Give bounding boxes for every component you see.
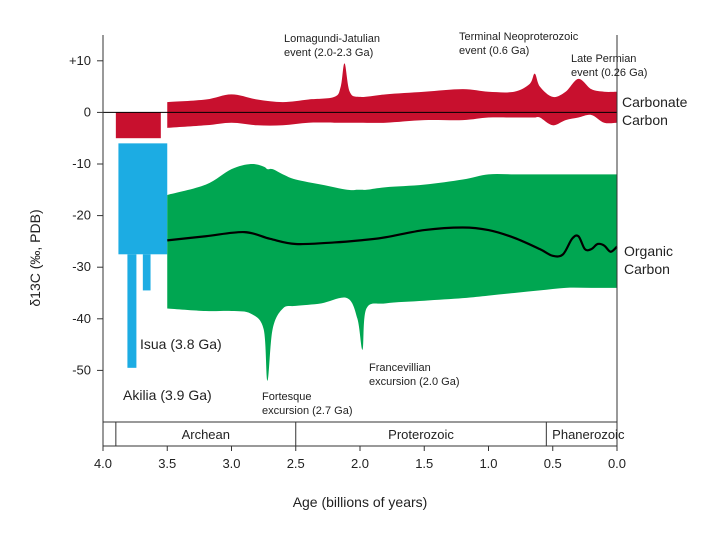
annotation-fortesque: excursion (2.7 Ga) bbox=[262, 405, 352, 417]
annotation-fortesque: Fortesque bbox=[262, 391, 312, 403]
y-tick-label: -50 bbox=[72, 362, 91, 377]
x-tick-label: 1.5 bbox=[415, 456, 433, 471]
annotation-francevillian: Francevillian bbox=[369, 362, 431, 374]
axes: +10 0 -10 -20 -30 -40 -50 4.0 3.5 3.0 2.5 2.0 1.5 1.0… bbox=[69, 35, 626, 471]
annotation-akilia-3-9-ga: Akilia (3.9 Ga) bbox=[123, 387, 212, 403]
akilia-spike-bar bbox=[127, 254, 137, 368]
isua-block-bar bbox=[118, 143, 168, 255]
annotation-late-permian: event (0.26 Ga) bbox=[571, 67, 647, 79]
carbonate-carbon-band bbox=[167, 63, 617, 128]
organic-trend-line bbox=[167, 226, 618, 258]
organic-carbon-label: Organic bbox=[624, 243, 673, 259]
annotation-isua-3-8-ga: Isua (3.8 Ga) bbox=[140, 336, 222, 352]
trend-line-group bbox=[167, 226, 618, 258]
annotation-terminal-neoproterozoic: event (0.6 Ga) bbox=[459, 45, 529, 57]
data-bands bbox=[103, 63, 617, 381]
annotation-francevillian: excursion (2.0 Ga) bbox=[369, 376, 459, 388]
annotations: Carbonate Carbon Organic Carbon Lomagundi-Ja… bbox=[123, 31, 688, 417]
y-tick-label: 0 bbox=[84, 104, 91, 119]
x-tick-label: 0.5 bbox=[544, 456, 562, 471]
early-carbonate-band bbox=[115, 112, 161, 139]
annotation-terminal-neoproterozoic: Terminal Neoproterozoic bbox=[459, 31, 579, 43]
y-axis-title: δ13C (‰, PDB) bbox=[27, 209, 43, 306]
x-tick-label: 4.0 bbox=[94, 456, 112, 471]
eon-label-proterozoic: Proterozoic bbox=[388, 427, 454, 442]
x-tick-label: 1.0 bbox=[479, 456, 497, 471]
annotation-lomagundi-jatulian: Lomagundi-Jatulian bbox=[284, 33, 380, 45]
x-axis-title: Age (billions of years) bbox=[293, 494, 428, 510]
annotation-late-permian: Late Permian bbox=[571, 53, 636, 65]
x-tick-label: 3.5 bbox=[158, 456, 176, 471]
y-tick-label: -40 bbox=[72, 311, 91, 326]
carbonate-carbon-label: Carbon bbox=[622, 112, 668, 128]
carbonate-carbon-label: Carbonate bbox=[622, 94, 688, 110]
y-tick-label: -20 bbox=[72, 208, 91, 223]
organic-carbon-label: Carbon bbox=[624, 261, 670, 277]
y-tick-label: +10 bbox=[69, 53, 91, 68]
x-tick-label: 2.5 bbox=[287, 456, 305, 471]
y-tick-label: -10 bbox=[72, 156, 91, 171]
y-tick-label: -30 bbox=[72, 259, 91, 274]
x-tick-label: 2.0 bbox=[351, 456, 369, 471]
organic-carbon-band bbox=[167, 163, 617, 381]
isua-spike-bar bbox=[142, 254, 151, 291]
annotation-lomagundi-jatulian: event (2.0-2.3 Ga) bbox=[284, 47, 373, 59]
x-tick-label: 3.0 bbox=[222, 456, 240, 471]
x-tick-label: 0.0 bbox=[608, 456, 626, 471]
eon-label-archean: Archean bbox=[182, 427, 230, 442]
eon-bar: Archean Proterozoic Phanerozoic bbox=[103, 421, 625, 446]
eon-label-phanerozoic: Phanerozoic bbox=[552, 427, 625, 442]
